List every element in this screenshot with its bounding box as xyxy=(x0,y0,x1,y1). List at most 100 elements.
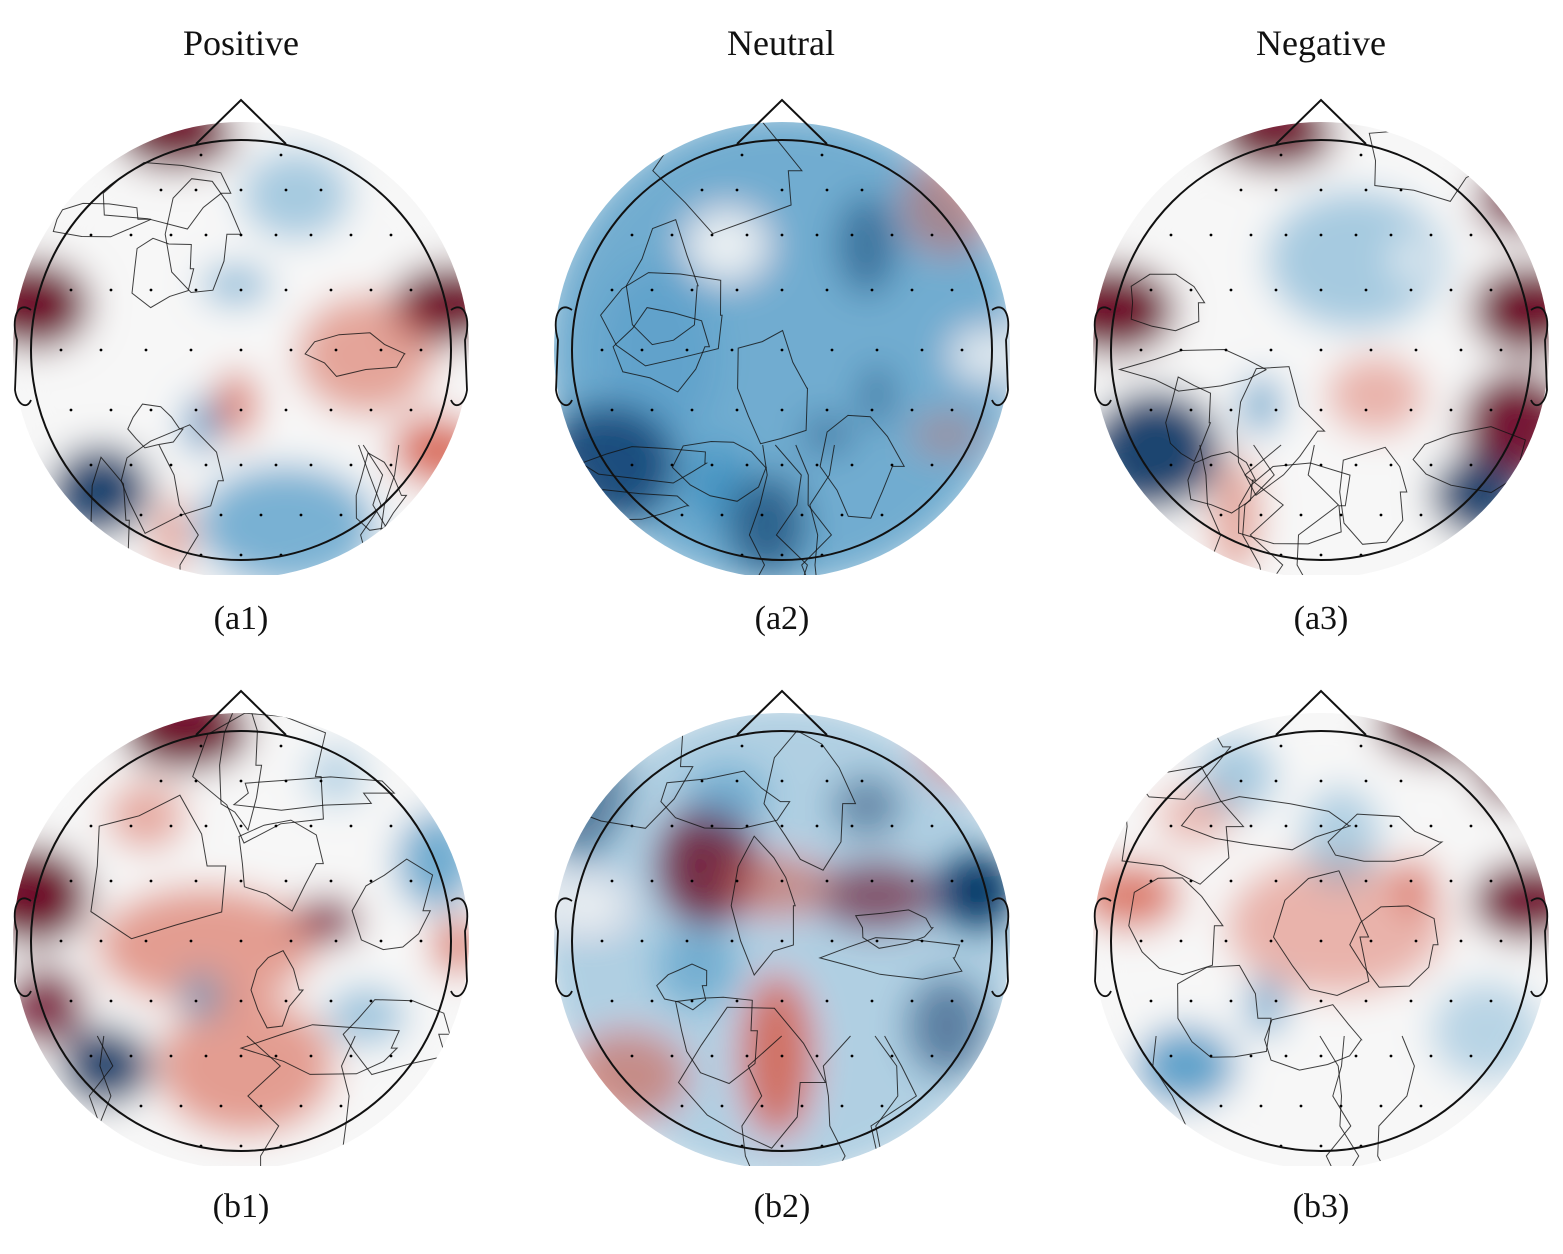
electrode-dot xyxy=(1274,999,1278,1003)
electrode-dot xyxy=(710,824,714,828)
column-header-neutral: Neutral xyxy=(727,23,835,63)
electrode-dot xyxy=(149,408,153,412)
contour-line xyxy=(1180,796,1351,851)
electrode-dot xyxy=(930,1054,934,1058)
electrode-dot xyxy=(419,939,423,943)
nose-outline xyxy=(1275,689,1367,736)
electrode-dot xyxy=(1489,879,1493,883)
electrode-dot xyxy=(680,513,684,517)
electrode-dot xyxy=(299,513,303,517)
topomap-b3-svg xyxy=(1093,689,1549,1166)
topomap-blob xyxy=(1301,786,1381,886)
electrode-dot xyxy=(1169,1054,1173,1058)
electrode-dot xyxy=(825,188,829,192)
electrode-dot xyxy=(144,939,148,943)
electrode-dot xyxy=(1149,879,1153,883)
electrode-dot xyxy=(274,463,278,467)
topomap-b3 xyxy=(1086,686,1556,1166)
electrode-dot xyxy=(820,744,824,748)
right-ear-outline xyxy=(991,897,1010,998)
electrode-dot xyxy=(825,288,829,292)
electrode-dot xyxy=(950,879,954,883)
electrode-dot xyxy=(1229,288,1233,292)
head-outline xyxy=(1110,139,1532,561)
contour-line xyxy=(1117,348,1267,392)
electrode-dot xyxy=(274,233,278,237)
electrode-dot xyxy=(1489,408,1493,412)
electrode-dot xyxy=(1409,288,1413,292)
electrode-dot xyxy=(1364,779,1368,783)
head-outline xyxy=(571,730,993,1152)
electrode-dot xyxy=(309,463,313,467)
electrode-dot xyxy=(780,1144,784,1148)
electrode-dot xyxy=(960,348,964,352)
electrode-dot xyxy=(129,824,133,828)
contour-line xyxy=(612,307,711,393)
electrode-dot xyxy=(670,824,674,828)
contour-line xyxy=(1244,444,1284,575)
contour-line xyxy=(1327,813,1444,862)
left-ear-outline xyxy=(13,306,32,407)
contour-line xyxy=(1187,451,1257,514)
topomap-blob xyxy=(1216,122,1336,170)
electrode-dot xyxy=(780,939,784,943)
electrode-dot xyxy=(1239,188,1243,192)
contour-line xyxy=(671,440,767,502)
electrode-dot xyxy=(650,879,654,883)
electrode-dot xyxy=(204,233,208,237)
electrode-dot xyxy=(920,348,924,352)
electrode-dot xyxy=(259,513,263,517)
electrode-dot xyxy=(815,1054,819,1058)
electrode-dot xyxy=(329,288,333,292)
panel-caption-b2: (b2) xyxy=(753,1188,811,1225)
electrode-dot xyxy=(284,999,288,1003)
topomap-field xyxy=(554,122,1010,575)
electrode-dot xyxy=(1229,408,1233,412)
topomap-a2-svg xyxy=(554,98,1010,575)
electrode-dot xyxy=(1499,939,1503,943)
electrode-dot xyxy=(1319,233,1323,237)
electrode-dot xyxy=(89,1054,93,1058)
electrode-dot xyxy=(735,779,739,783)
topomap-blob xyxy=(1391,235,1431,285)
contour-line xyxy=(625,218,699,346)
electrode-dot xyxy=(1249,233,1253,237)
electrode-dot xyxy=(780,233,784,237)
contour-line xyxy=(1377,1035,1415,1166)
topomap-blob xyxy=(13,966,86,1046)
electrode-dot xyxy=(1489,288,1493,292)
electrode-dot xyxy=(1149,408,1153,412)
electrode-dot xyxy=(685,348,689,352)
electrode-dot xyxy=(289,348,293,352)
electrode-dot xyxy=(815,824,819,828)
electrode-dot xyxy=(780,288,784,292)
topomap-field xyxy=(1093,713,1549,1166)
topomap-blob xyxy=(1476,165,1549,235)
topomap-a3-svg xyxy=(1093,98,1549,575)
topomap-blob xyxy=(1093,861,1181,931)
topomap-a3 xyxy=(1086,95,1556,575)
nose-outline xyxy=(736,98,828,145)
contour-line xyxy=(351,858,434,951)
topomap-blob xyxy=(1136,1026,1236,1106)
topomap-field xyxy=(554,713,1010,1166)
electrode-dot xyxy=(1319,553,1323,557)
electrode-dot xyxy=(1139,348,1143,352)
electrode-dot xyxy=(870,408,874,412)
electrode-dot xyxy=(239,348,243,352)
electrode-dot xyxy=(1414,939,1418,943)
topomap-blob xyxy=(241,150,351,240)
electrode-dot xyxy=(139,1104,143,1108)
topomap-a1 xyxy=(6,95,476,575)
contour-line xyxy=(1296,444,1340,575)
left-ear-outline xyxy=(13,897,32,998)
electrode-dot xyxy=(815,233,819,237)
electrode-dot xyxy=(1459,939,1463,943)
electrode-dot xyxy=(239,999,243,1003)
electrode-dot xyxy=(890,463,894,467)
electrode-dot xyxy=(1319,824,1323,828)
electrode-dot xyxy=(890,824,894,828)
panel-caption-b3: (b3) xyxy=(1292,1188,1350,1225)
electrode-dot xyxy=(780,999,784,1003)
topomap-blob xyxy=(1326,355,1426,435)
